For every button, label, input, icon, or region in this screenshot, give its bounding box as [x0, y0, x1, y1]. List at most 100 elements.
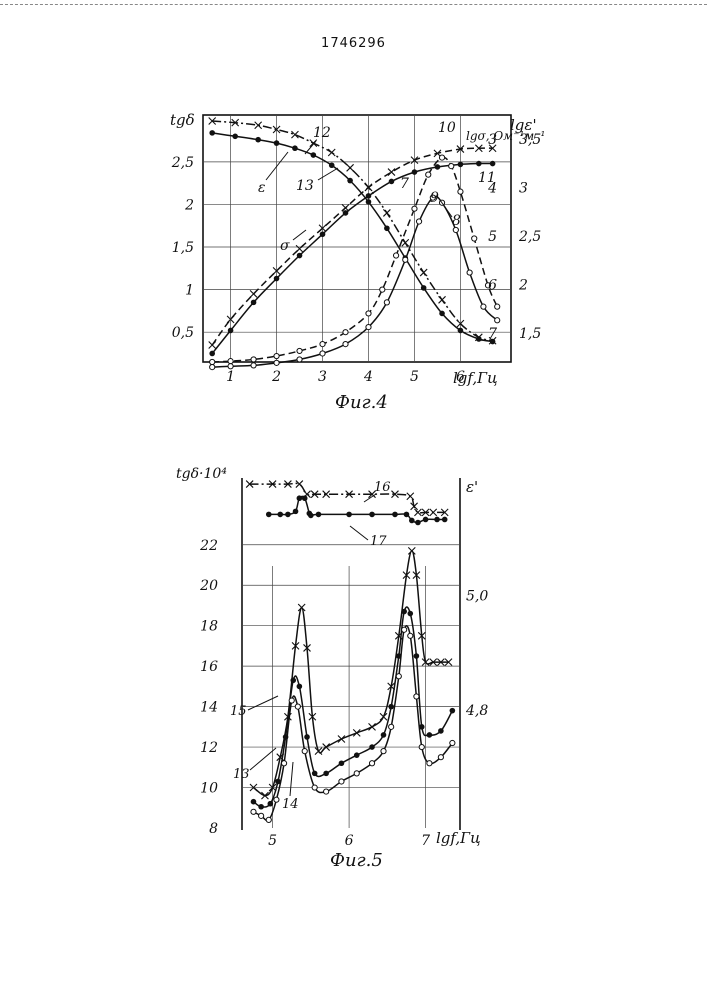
fig5-series-3-point-18 [408, 547, 415, 554]
fig5-series-1-point-10 [407, 493, 414, 500]
fig4-series-4-point-6 [343, 210, 349, 216]
fig5-series-5-point-13 [381, 749, 386, 754]
fig4-series-4-line [212, 163, 492, 353]
fig4-series-5-point-10 [412, 206, 417, 211]
fig5-series-5-point-10 [339, 779, 344, 784]
fig5-series-2-point-0 [266, 512, 272, 518]
fig4-series-2-point-0 [209, 130, 215, 136]
fig5-series-2-point-12 [404, 512, 410, 518]
fig5-series-2-point-8 [316, 512, 322, 518]
fig5-series-2-point-5 [302, 495, 308, 501]
fig5-left-tick-20: 20 [199, 578, 218, 594]
fig4-left-tick-4: 2,5 [171, 155, 194, 171]
fig5-series-4-point-13 [381, 732, 387, 738]
fig4-series-4-point-5 [320, 231, 326, 237]
fig5-series-4-point-14 [388, 704, 394, 710]
fig4-series-5-point-2 [251, 357, 256, 362]
fig5-left-tick-12: 12 [200, 740, 218, 756]
fig4-x-tick-1: 1 [226, 369, 235, 385]
fig5-series-4-point-11 [354, 752, 360, 758]
fig4-series-1-point-6 [328, 149, 335, 156]
fig5-series-5-point-4 [281, 761, 286, 766]
fig5-series-2-point-15 [423, 517, 429, 523]
fig5-series-5-point-11 [354, 771, 359, 776]
fig5-series-4-point-9 [323, 771, 329, 777]
fig5-series-5-point-7 [302, 749, 307, 754]
fig4-series-6-point-9 [403, 257, 408, 262]
fig4-series-5-point-9 [393, 253, 398, 258]
fig4-annotation-epsilon-leader [266, 152, 288, 180]
fig5-series-5-line [254, 626, 453, 821]
fig4-series-5-point-0 [210, 359, 215, 364]
fig5-series-2-point-4 [297, 495, 303, 501]
fig5-series-1 [246, 481, 448, 516]
fig4-annotation-epsilon: ε [258, 180, 266, 196]
fig4-annotation-sigma-leader [293, 230, 306, 240]
fig5-annotation-16: 16 [374, 480, 391, 495]
fig5-series-4-point-2 [268, 801, 274, 807]
fig5-left-axis-label: tgδ·10⁴ [176, 466, 227, 482]
fig5-left-tick-14: 14 [200, 700, 218, 716]
fig4-series-3-point-0 [209, 341, 216, 348]
figure-5-chart: 5678101214161820224,85,0 tgδ·10⁴ ε' lgf,… [0, 440, 707, 900]
fig4-series-2-point-8 [366, 199, 372, 205]
fig4-x-tick-4: 4 [363, 369, 373, 385]
fig4-series-2-point-1 [232, 133, 238, 139]
fig4-series-4-point-12 [476, 161, 482, 167]
fig5-series-2-point-2 [285, 512, 291, 518]
fig4-series-2-point-6 [329, 162, 335, 168]
fig4-x-axis-label: lgf,Гц [453, 369, 498, 387]
fig4-annotation-9: 9 [430, 190, 439, 206]
fig4-series-4-point-8 [389, 179, 395, 185]
fig5-series-5-point-6 [295, 704, 300, 709]
fig4-series-6-point-4 [297, 357, 302, 362]
fig5-series-3-point-13 [369, 723, 376, 730]
fig4-series-5-point-5 [320, 342, 325, 347]
fig4-series-5-line [212, 157, 497, 362]
fig4-annotation-12-leader [305, 141, 316, 154]
fig5-series-4-point-0 [251, 799, 257, 805]
fig5-annotations: 13 14 15 16 17 [230, 480, 391, 812]
fig4-x-tick-3: 3 [318, 369, 327, 385]
fig4-series-2-point-11 [421, 285, 427, 291]
fig4-series-4-point-4 [297, 253, 303, 259]
fig4-series-1-point-11 [420, 269, 427, 276]
fig5-series-2-point-9 [346, 512, 352, 518]
fig4-series-2-point-14 [476, 336, 482, 342]
fig5-series-1-point-6 [323, 491, 330, 498]
fig5-series-5-point-0 [251, 809, 256, 814]
fig5-left-tick-8: 8 [209, 821, 218, 837]
fig5-series-4-point-6 [297, 684, 303, 690]
fig4-series-5-point-1 [228, 359, 233, 364]
fig5-series-2-point-7 [308, 513, 314, 519]
fig5-x-axis-label: lgf,Гц [436, 829, 481, 847]
fig5-series-5-point-12 [369, 761, 374, 766]
fig5-x-tick-7: 7 [421, 833, 430, 849]
fig5-series-4-point-16 [401, 609, 407, 615]
fig4-series-5-point-13 [449, 164, 454, 169]
fig4-series-6-point-15 [481, 304, 486, 309]
fig5-series-5-point-19 [419, 744, 424, 749]
fig4-series-2 [209, 130, 495, 344]
fig4-series-2-point-5 [311, 152, 317, 158]
fig4-x-tick-5: 5 [410, 369, 419, 385]
fig4-series-3-line [212, 148, 492, 345]
fig4-series-2-point-12 [439, 311, 445, 317]
fig5-series-5-point-17 [408, 633, 413, 638]
fig5-series-4-point-18 [414, 653, 420, 659]
fig4-series-4-point-10 [435, 164, 441, 170]
fig5-series-4-point-7 [304, 734, 310, 740]
fig5-series-2-point-17 [442, 517, 448, 523]
fig5-series-4-point-21 [438, 728, 444, 734]
fig4-series-4-point-9 [412, 169, 418, 175]
fig4-grid [203, 115, 511, 362]
fig5-series-5-point-14 [389, 724, 394, 729]
fig5-series-3-point-11 [338, 735, 345, 742]
fig5-series-2-point-11 [392, 512, 398, 518]
fig5-series-5-point-8 [312, 785, 317, 790]
fig5-left-tick-22: 22 [199, 538, 218, 554]
fig5-left-tick-10: 10 [200, 781, 218, 797]
fig4-series-2-point-13 [458, 328, 464, 334]
fig4-left-tick-0: 0,5 [172, 325, 194, 341]
fig4-series-1-line [212, 121, 492, 341]
